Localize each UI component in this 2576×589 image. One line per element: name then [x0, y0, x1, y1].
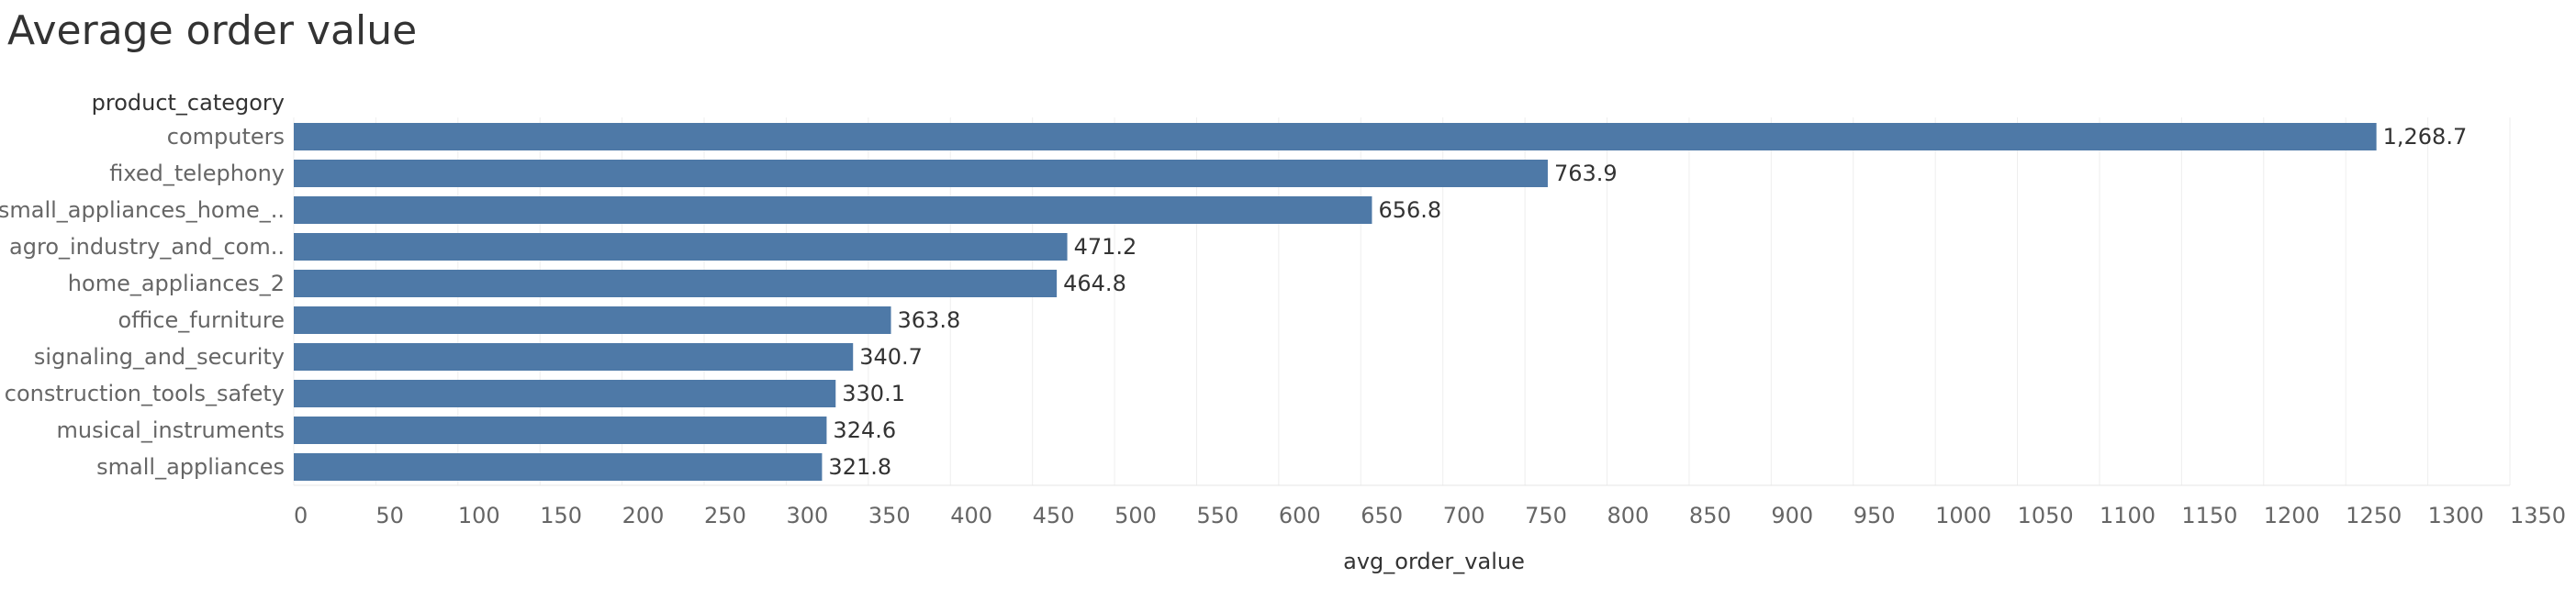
- x-tick-label: 850: [1689, 503, 1731, 528]
- category-label: office_furniture: [118, 307, 285, 333]
- bar[interactable]: [294, 196, 1372, 224]
- x-tick-label: 1300: [2428, 503, 2484, 528]
- x-axis-title: avg_order_value: [1343, 549, 1525, 574]
- x-tick-label: 400: [950, 503, 992, 528]
- data-label: 464.8: [1063, 271, 1126, 296]
- category-label: agro_industry_and_com..: [9, 234, 285, 260]
- page-title: Average order value: [7, 7, 418, 54]
- data-label: 363.8: [898, 307, 961, 333]
- x-tick-label: 950: [1854, 503, 1896, 528]
- x-tick-label: 550: [1196, 503, 1238, 528]
- category-labels: computers fixed_telephony small_appliances…: [0, 124, 285, 480]
- data-labels: 1,268.7 763.9 656.8 471.2 464.8 363.8 340.7 330…: [828, 124, 2467, 480]
- category-label: home_appliances_2: [68, 271, 285, 296]
- bar[interactable]: [294, 417, 827, 444]
- x-tick-label: 800: [1607, 503, 1650, 528]
- category-label: fixed_telephony: [109, 161, 285, 186]
- x-tick-label: 50: [375, 503, 404, 528]
- data-label: 340.7: [859, 344, 923, 370]
- x-tick-label: 1000: [1935, 503, 1991, 528]
- x-axis-ticks: 0 50 100 150 200 250 300 350 400 450 500 550 600 650 7…: [294, 503, 2566, 528]
- bar[interactable]: [294, 270, 1058, 297]
- bar[interactable]: [294, 380, 836, 407]
- bar[interactable]: [294, 453, 823, 481]
- category-label: small_appliances: [96, 454, 285, 480]
- x-tick-label: 900: [1771, 503, 1813, 528]
- y-axis-title: product_category: [92, 90, 285, 116]
- x-tick-label: 1050: [2018, 503, 2074, 528]
- category-label: musical_instruments: [57, 417, 285, 443]
- x-tick-label: 1200: [2264, 503, 2320, 528]
- bar[interactable]: [294, 306, 891, 334]
- x-tick-label: 350: [868, 503, 911, 528]
- data-label: 656.8: [1378, 197, 1441, 223]
- x-tick-label: 250: [704, 503, 746, 528]
- x-tick-label: 1150: [2181, 503, 2237, 528]
- x-tick-label: 0: [294, 503, 308, 528]
- category-label: small_appliances_home_..: [0, 197, 285, 223]
- x-tick-label: 100: [458, 503, 500, 528]
- bar[interactable]: [294, 160, 1548, 187]
- bars: [294, 123, 2377, 481]
- bar[interactable]: [294, 233, 1068, 261]
- x-tick-label: 750: [1525, 503, 1567, 528]
- x-tick-label: 150: [540, 503, 582, 528]
- bar[interactable]: [294, 123, 2377, 150]
- category-label: construction_tools_safety: [5, 381, 285, 406]
- x-tick-label: 600: [1279, 503, 1321, 528]
- data-label: 324.6: [833, 417, 896, 443]
- x-tick-label: 500: [1114, 503, 1157, 528]
- x-tick-label: 300: [786, 503, 828, 528]
- data-label: 763.9: [1554, 161, 1618, 186]
- bar[interactable]: [294, 343, 854, 371]
- category-label: signaling_and_security: [34, 344, 285, 370]
- x-tick-label: 1100: [2100, 503, 2156, 528]
- x-tick-label: 650: [1361, 503, 1403, 528]
- data-label: 321.8: [828, 454, 891, 480]
- x-tick-label: 700: [1443, 503, 1485, 528]
- category-label: computers: [167, 124, 285, 150]
- x-tick-label: 1250: [2346, 503, 2402, 528]
- x-tick-label: 200: [622, 503, 665, 528]
- data-label: 330.1: [842, 381, 905, 406]
- data-label: 1,268.7: [2383, 124, 2468, 150]
- x-tick-label: 450: [1033, 503, 1075, 528]
- data-label: 471.2: [1074, 234, 1137, 260]
- x-tick-label: 1350: [2510, 503, 2566, 528]
